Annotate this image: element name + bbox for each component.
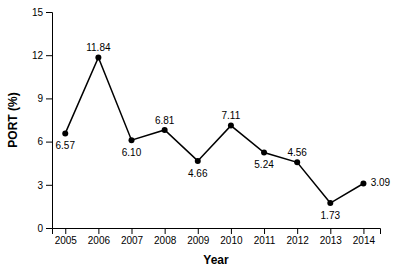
point [95, 55, 101, 61]
data-label: 4.66 [188, 168, 208, 179]
tick: 0 [37, 223, 52, 234]
data-label: 3.09 [371, 177, 391, 188]
data-label: 6.81 [155, 115, 175, 126]
point [360, 181, 366, 187]
tick-mark [231, 228, 232, 234]
data-label: 1.73 [321, 210, 341, 221]
line [65, 58, 363, 204]
tick-label: 12 [32, 50, 44, 61]
point [228, 123, 234, 129]
tick-mark [46, 228, 52, 229]
point [327, 200, 333, 206]
data-label: 4.56 [287, 147, 307, 158]
tick-mark [264, 228, 265, 234]
point [62, 130, 68, 136]
series [62, 55, 366, 207]
tick: 2008 [154, 228, 177, 246]
tick: 6 [37, 136, 52, 147]
tick-mark [46, 55, 52, 56]
data-labels: 6.57 11.84 6.10 6.81 4.66 7.11 5.24 4.56 1.73 3.0… [56, 42, 391, 221]
tick-mark [46, 98, 52, 99]
tick-label: 2013 [320, 235, 343, 246]
tick-label: 2014 [353, 235, 376, 246]
tick-mark [330, 228, 331, 234]
point [162, 127, 168, 133]
data-label: 6.57 [56, 140, 76, 151]
x-axis-title: Year [203, 253, 229, 267]
tick: 2005 [55, 228, 78, 246]
tick-label: 2009 [187, 235, 210, 246]
tick-label: 0 [37, 223, 43, 234]
point [195, 158, 201, 164]
tick-label: 2007 [121, 235, 144, 246]
point [261, 150, 267, 156]
tick-label: 2006 [88, 235, 111, 246]
data-label: 7.11 [222, 110, 241, 121]
tick-label: 2010 [220, 235, 243, 246]
tick: 9 [37, 93, 52, 104]
tick: 15 [32, 7, 52, 18]
tick: 2009 [187, 228, 210, 246]
tick-mark [98, 228, 99, 234]
plot-area: 2005 2006 2007 2008 2009 2010 2011 2012 2013 2014… [32, 7, 391, 246]
chart: 2005 2006 2007 2008 2009 2010 2011 2012 2013 2014… [0, 0, 400, 272]
data-label: 11.84 [86, 42, 111, 53]
axis-line [53, 229, 381, 235]
axis-line [46, 13, 53, 229]
tick: 2011 [254, 228, 276, 246]
y-axis-title: PORT (%) [6, 92, 20, 147]
data-label: 5.24 [254, 159, 274, 170]
tick-mark [46, 185, 52, 186]
data-label: 6.10 [122, 147, 142, 158]
tick: 2010 [220, 228, 243, 246]
tick: 3 [37, 180, 52, 191]
tick-label: 9 [37, 93, 43, 104]
tick: 12 [32, 50, 52, 61]
tick: 2013 [320, 228, 343, 246]
tick-label: 3 [37, 180, 43, 191]
tick-label: 2011 [254, 235, 276, 246]
tick-mark [46, 142, 52, 143]
point [294, 159, 300, 165]
x-axis: 2005 2006 2007 2008 2009 2010 2011 2012 2013 2014 [53, 228, 381, 246]
tick-mark [46, 12, 52, 13]
tick-mark [65, 228, 66, 234]
y-axis: 0 3 6 9 12 15 [32, 7, 53, 234]
tick-label: 2008 [154, 235, 177, 246]
tick-mark [363, 228, 364, 234]
tick-mark [132, 228, 133, 234]
point [129, 137, 135, 143]
tick: 2006 [88, 228, 111, 246]
tick-label: 2005 [55, 235, 78, 246]
tick-label: 6 [37, 136, 43, 147]
tick: 2012 [287, 228, 310, 246]
tick-mark [297, 228, 298, 234]
tick: 2007 [121, 228, 144, 246]
tick-label: 2012 [287, 235, 310, 246]
tick-mark [165, 228, 166, 234]
tick: 2014 [353, 228, 376, 246]
tick-label: 15 [32, 7, 44, 18]
tick-mark [198, 228, 199, 234]
